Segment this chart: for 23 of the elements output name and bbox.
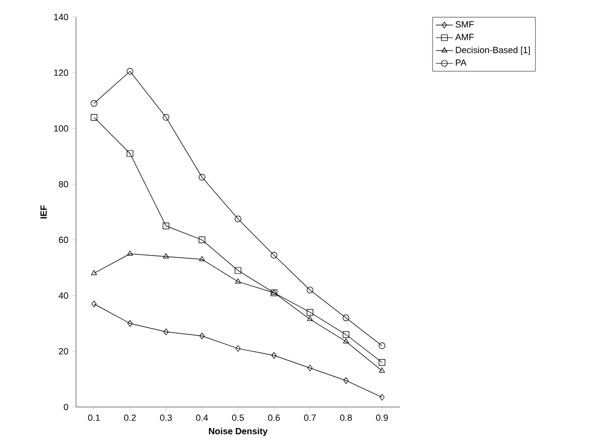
y-tick-label: 0 bbox=[64, 404, 68, 410]
x-axis-title: Noise Density bbox=[208, 428, 268, 436]
x-tick-label: 0.9 bbox=[376, 414, 388, 421]
x-tick-label: 0.5 bbox=[232, 414, 244, 421]
y-tick-label: 20 bbox=[58, 348, 68, 354]
legend-label: Decision-Based [1] bbox=[456, 46, 530, 55]
x-tick-label: 0.8 bbox=[340, 414, 352, 421]
y-tick-label: 40 bbox=[58, 292, 68, 299]
y-axis-title: IEF bbox=[40, 205, 47, 218]
legend-label: PA bbox=[456, 60, 466, 66]
x-tick-label: 0.4 bbox=[196, 414, 208, 421]
y-tick-label: 140 bbox=[54, 14, 68, 20]
x-tick-label: 0.6 bbox=[268, 414, 280, 421]
y-tick-label: 120 bbox=[54, 70, 68, 76]
y-tick-label: 80 bbox=[58, 180, 68, 188]
y-tick-label: 100 bbox=[54, 125, 68, 132]
x-tick-label: 0.1 bbox=[88, 414, 100, 421]
x-tick-label: 0.2 bbox=[124, 414, 136, 421]
y-tick-label: 60 bbox=[58, 236, 68, 244]
x-tick-label: 0.7 bbox=[304, 414, 316, 421]
x-tick-label: 0.3 bbox=[160, 414, 172, 421]
legend-label: SMF bbox=[456, 21, 474, 28]
legend-label: AMF bbox=[455, 34, 474, 40]
